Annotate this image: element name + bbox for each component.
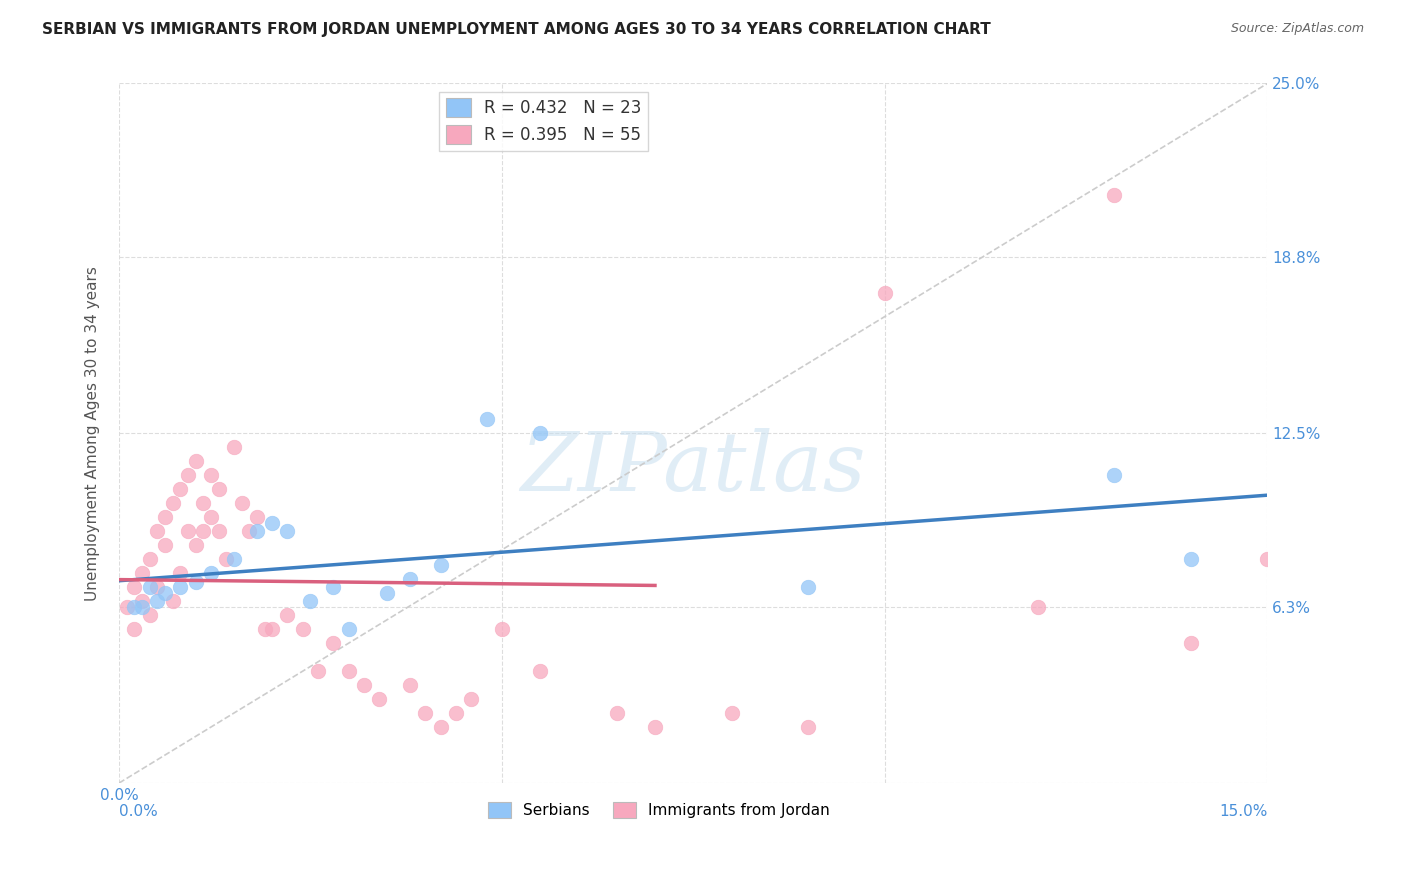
Point [797,720,820,734]
Point [276,608,298,623]
Point [246,510,269,524]
Point [222,552,245,566]
Point [491,622,513,636]
Point [193,524,215,538]
Point [207,482,229,496]
Point [413,706,436,720]
Point [207,524,229,538]
Point [146,594,169,608]
Point [124,580,146,594]
Point [184,454,207,468]
Text: 0.0%: 0.0% [120,804,157,819]
Point [429,558,451,572]
Point [606,706,628,720]
Point [322,580,344,594]
Point [131,594,153,608]
Point [873,286,896,301]
Point [215,552,238,566]
Point [169,580,191,594]
Point [200,510,222,524]
Point [797,580,820,594]
Point [253,622,276,636]
Point [1256,552,1278,566]
Legend: Serbians, Immigrants from Jordan: Serbians, Immigrants from Jordan [482,796,835,824]
Point [138,552,160,566]
Point [169,482,191,496]
Point [529,664,551,678]
Point [399,572,422,586]
Point [131,566,153,581]
Y-axis label: Unemployment Among Ages 30 to 34 years: Unemployment Among Ages 30 to 34 years [86,266,100,600]
Point [169,566,191,581]
Point [238,524,260,538]
Text: SERBIAN VS IMMIGRANTS FROM JORDAN UNEMPLOYMENT AMONG AGES 30 TO 34 YEARS CORRELA: SERBIAN VS IMMIGRANTS FROM JORDAN UNEMPL… [42,22,991,37]
Point [200,468,222,483]
Point [138,580,160,594]
Point [475,412,498,426]
Point [444,706,467,720]
Point [262,622,284,636]
Point [299,594,322,608]
Point [1104,188,1126,202]
Point [124,622,146,636]
Point [276,524,298,538]
Point [138,608,160,623]
Point [146,580,169,594]
Point [375,586,398,600]
Point [1026,599,1049,614]
Point [124,599,146,614]
Point [307,664,329,678]
Text: 15.0%: 15.0% [1219,804,1267,819]
Point [460,692,482,706]
Point [1180,636,1202,650]
Point [368,692,391,706]
Point [177,524,200,538]
Point [222,440,245,454]
Point [337,622,360,636]
Point [115,599,138,614]
Text: ZIPatlas: ZIPatlas [520,428,866,508]
Point [193,496,215,510]
Point [153,510,176,524]
Point [200,566,222,581]
Point [262,516,284,530]
Point [153,586,176,600]
Point [153,538,176,552]
Point [246,524,269,538]
Point [1104,468,1126,483]
Point [184,574,207,589]
Point [353,678,375,692]
Text: Source: ZipAtlas.com: Source: ZipAtlas.com [1230,22,1364,36]
Point [529,426,551,441]
Point [162,594,184,608]
Point [337,664,360,678]
Point [162,496,184,510]
Point [720,706,742,720]
Point [146,524,169,538]
Point [291,622,314,636]
Point [322,636,344,650]
Point [399,678,422,692]
Point [177,468,200,483]
Point [231,496,253,510]
Point [184,538,207,552]
Point [429,720,451,734]
Point [1180,552,1202,566]
Point [644,720,666,734]
Point [131,599,153,614]
